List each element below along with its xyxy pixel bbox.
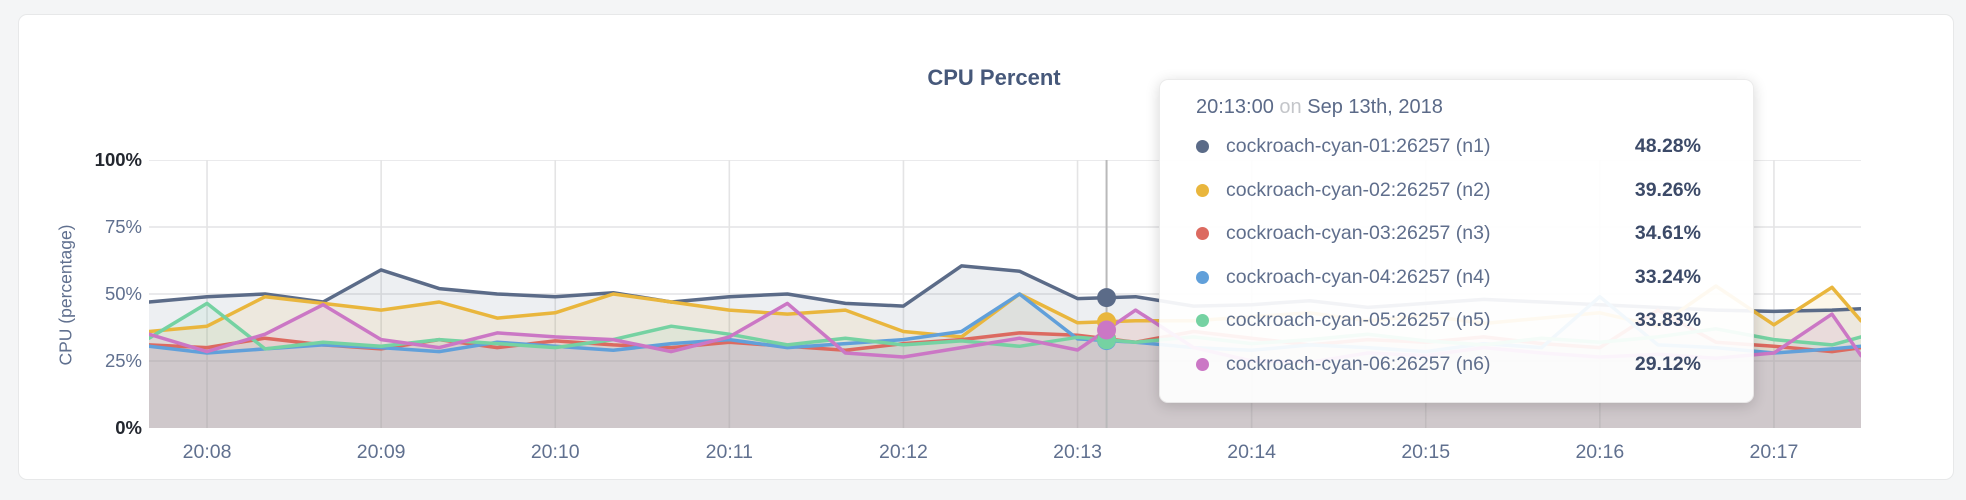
series-dot-icon bbox=[1196, 140, 1209, 154]
tooltip-series-value: 29.12% bbox=[1634, 352, 1701, 375]
x-tick-20:14: 20:14 bbox=[1227, 441, 1277, 463]
x-tick-20:13: 20:13 bbox=[1053, 441, 1102, 463]
tooltip-series-label: cockroach-cyan-03:26257 (n3) bbox=[1226, 222, 1491, 245]
tooltip-series-value: 34.61% bbox=[1634, 222, 1701, 245]
tooltip-date: Sep 13th, 2018 bbox=[1307, 96, 1443, 118]
x-tick-20:10: 20:10 bbox=[530, 441, 580, 463]
tooltip-row-n2: cockroach-cyan-02:26257 (n2) 39.26% bbox=[1196, 169, 1701, 213]
tooltip-series-value: 33.83% bbox=[1634, 309, 1701, 332]
chart-title: CPU Percent bbox=[927, 65, 1061, 90]
tooltip-series-label: cockroach-cyan-02:26257 (n2) bbox=[1226, 178, 1491, 201]
tooltip-row-n3: cockroach-cyan-03:26257 (n3) 34.61% bbox=[1196, 212, 1701, 256]
tooltip-row-n4: cockroach-cyan-04:26257 (n4) 33.24% bbox=[1196, 256, 1701, 300]
x-tick-20:09: 20:09 bbox=[356, 441, 406, 463]
tooltip-series-label: cockroach-cyan-01:26257 (n1) bbox=[1226, 135, 1491, 158]
series-dot-icon bbox=[1196, 183, 1209, 197]
x-tick-20:15: 20:15 bbox=[1401, 441, 1451, 463]
tooltip-series-value: 48.28% bbox=[1634, 135, 1701, 158]
tooltip-conjunction: on bbox=[1279, 96, 1302, 118]
hover-tooltip: 20:13:00 on Sep 13th, 2018 cockroach-cya… bbox=[1159, 79, 1754, 403]
hover-dot-n1 bbox=[1097, 288, 1117, 308]
tooltip-series-label: cockroach-cyan-05:26257 (n5) bbox=[1226, 309, 1491, 332]
tooltip-series-label: cockroach-cyan-06:26257 (n6) bbox=[1226, 352, 1491, 375]
x-tick-20:12: 20:12 bbox=[879, 441, 928, 463]
series-dot-icon bbox=[1196, 270, 1209, 284]
series-dot-icon bbox=[1196, 227, 1209, 241]
tooltip-row-n1: cockroach-cyan-01:26257 (n1) 48.28% bbox=[1196, 125, 1701, 169]
x-tick-20:17: 20:17 bbox=[1749, 441, 1799, 463]
x-tick-20:08: 20:08 bbox=[182, 441, 232, 463]
hover-dot-n6 bbox=[1097, 320, 1117, 340]
y-tick-25%: 25% bbox=[104, 350, 142, 371]
x-tick-20:16: 20:16 bbox=[1575, 441, 1625, 463]
tooltip-series-label: cockroach-cyan-04:26257 (n4) bbox=[1226, 265, 1491, 288]
y-tick-0%: 0% bbox=[115, 417, 142, 438]
tooltip-series-value: 39.26% bbox=[1634, 178, 1701, 201]
tooltip-series-value: 33.24% bbox=[1634, 265, 1701, 288]
y-tick-75%: 75% bbox=[104, 216, 142, 237]
tooltip-row-n5: cockroach-cyan-05:26257 (n5) 33.83% bbox=[1196, 299, 1701, 343]
chart-card: CPU Percent CPU (percentage) 0% 25% 50% 75%… bbox=[18, 14, 1954, 480]
tooltip-rows: cockroach-cyan-01:26257 (n1) 48.28% cockro… bbox=[1196, 125, 1701, 386]
y-tick-100%: 100% bbox=[94, 149, 142, 170]
tooltip-header: 20:13:00 on Sep 13th, 2018 bbox=[1196, 95, 1701, 119]
tooltip-time: 20:13:00 bbox=[1196, 96, 1274, 118]
x-tick-20:11: 20:11 bbox=[705, 441, 753, 463]
series-dot-icon bbox=[1196, 314, 1209, 328]
y-tick-50%: 50% bbox=[104, 283, 142, 304]
tooltip-row-n6: cockroach-cyan-06:26257 (n6) 29.12% bbox=[1196, 343, 1701, 387]
series-dot-icon bbox=[1196, 357, 1209, 371]
